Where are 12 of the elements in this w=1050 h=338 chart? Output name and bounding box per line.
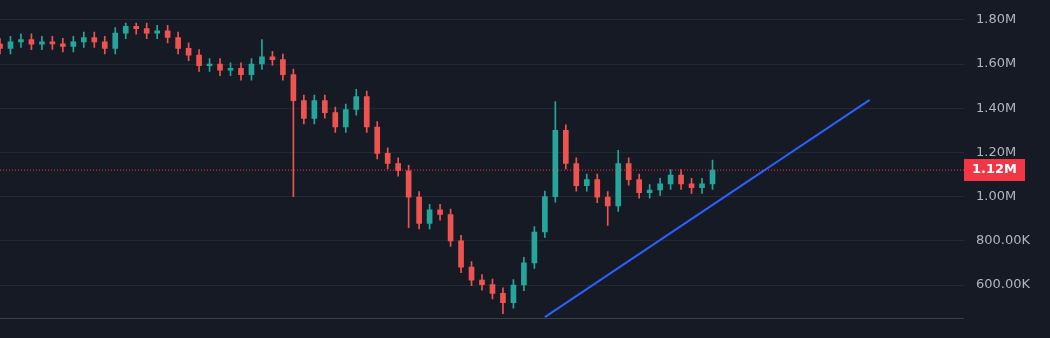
candlestick <box>604 191 611 226</box>
y-tick-label: 1.80M <box>975 11 1017 27</box>
y-tick-label: 1.20M <box>975 143 1017 159</box>
candlestick <box>259 39 265 70</box>
ref-line-label: 1.12M <box>971 161 1017 177</box>
y-tick-label: 600.00K <box>975 276 1031 292</box>
candlestick <box>60 38 66 53</box>
y-tick-label: 800.00K <box>975 232 1031 248</box>
y-tick-label: 1.60M <box>975 55 1017 71</box>
y-tick-label: 1.40M <box>975 99 1017 115</box>
y-tick-label: 1.00M <box>975 188 1017 203</box>
candlestick <box>18 33 24 48</box>
